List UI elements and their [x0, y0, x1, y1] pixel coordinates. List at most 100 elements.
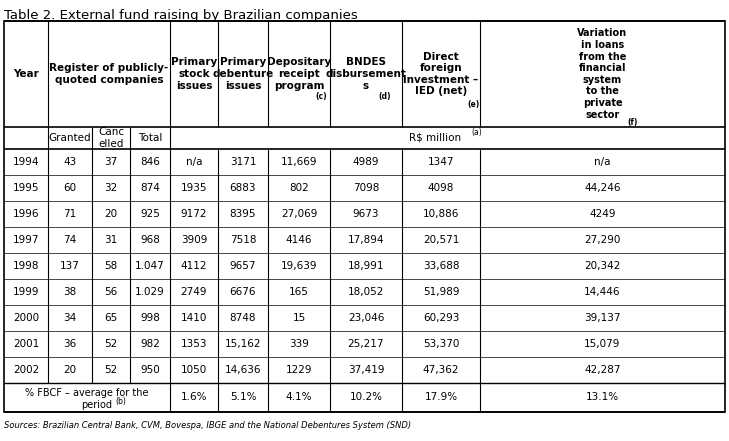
Text: 874: 874 — [140, 183, 160, 193]
Text: 982: 982 — [140, 339, 160, 349]
Text: 1935: 1935 — [181, 183, 207, 193]
Text: 17.9%: 17.9% — [424, 392, 458, 403]
Text: 37: 37 — [104, 157, 117, 167]
Text: 1995: 1995 — [12, 183, 39, 193]
Text: n/a: n/a — [594, 157, 611, 167]
Text: 15,162: 15,162 — [225, 339, 261, 349]
Text: 14,446: 14,446 — [584, 287, 621, 297]
Text: Primary
debenture
issues: Primary debenture issues — [212, 57, 273, 90]
Text: 31: 31 — [104, 235, 117, 245]
Text: 1229: 1229 — [286, 365, 312, 375]
Text: 65: 65 — [104, 313, 117, 323]
Text: 6883: 6883 — [230, 183, 257, 193]
Text: Granted: Granted — [49, 133, 91, 143]
Text: 1999: 1999 — [12, 287, 39, 297]
Text: 20: 20 — [104, 209, 117, 219]
Text: 1.029: 1.029 — [135, 287, 165, 297]
Text: 33,688: 33,688 — [423, 261, 459, 271]
Text: Primary
stock
issues: Primary stock issues — [171, 57, 217, 90]
Text: 51,989: 51,989 — [423, 287, 459, 297]
Text: 10,886: 10,886 — [423, 209, 459, 219]
Text: 925: 925 — [140, 209, 160, 219]
Text: 52: 52 — [104, 365, 117, 375]
Text: 1050: 1050 — [181, 365, 207, 375]
Text: 10.2%: 10.2% — [349, 392, 383, 403]
Text: Sources: Brazilian Central Bank, CVM, Bovespa, IBGE and the National Debentures : Sources: Brazilian Central Bank, CVM, Bo… — [4, 421, 411, 430]
Text: 1.6%: 1.6% — [181, 392, 207, 403]
Text: 60,293: 60,293 — [423, 313, 459, 323]
Text: period: period — [82, 400, 112, 410]
Text: 27,290: 27,290 — [585, 235, 620, 245]
Text: 4098: 4098 — [428, 183, 454, 193]
Text: 9172: 9172 — [181, 209, 207, 219]
Text: Canc
elled: Canc elled — [98, 127, 124, 149]
Text: 34: 34 — [63, 313, 77, 323]
Text: Year: Year — [13, 69, 39, 79]
Text: 968: 968 — [140, 235, 160, 245]
Bar — [4, 21, 725, 412]
Text: (b): (b) — [115, 397, 126, 406]
Text: Total: Total — [138, 133, 162, 143]
Text: 52: 52 — [104, 339, 117, 349]
Text: Table 2. External fund raising by Brazilian companies: Table 2. External fund raising by Brazil… — [4, 9, 358, 22]
Text: 39,137: 39,137 — [584, 313, 621, 323]
Text: 4.1%: 4.1% — [286, 392, 312, 403]
Text: 36: 36 — [63, 339, 77, 349]
Text: 5.1%: 5.1% — [230, 392, 257, 403]
Text: 18,052: 18,052 — [348, 287, 384, 297]
Text: 7098: 7098 — [353, 183, 379, 193]
Text: 13.1%: 13.1% — [586, 392, 619, 403]
Text: 58: 58 — [104, 261, 117, 271]
Text: Register of publicly-
quoted companies: Register of publicly- quoted companies — [50, 63, 168, 85]
Text: 60: 60 — [63, 183, 77, 193]
Text: 15: 15 — [292, 313, 305, 323]
Text: 18,991: 18,991 — [348, 261, 384, 271]
Text: (c): (c) — [315, 91, 327, 101]
Text: 2002: 2002 — [13, 365, 39, 375]
Text: 44,246: 44,246 — [584, 183, 621, 193]
Text: 14,636: 14,636 — [225, 365, 261, 375]
Text: 1410: 1410 — [181, 313, 207, 323]
Text: 53,370: 53,370 — [423, 339, 459, 349]
Text: 7518: 7518 — [230, 235, 257, 245]
Text: 19,639: 19,639 — [281, 261, 317, 271]
Text: (f): (f) — [628, 119, 638, 127]
Text: 137: 137 — [60, 261, 80, 271]
Text: 1994: 1994 — [12, 157, 39, 167]
Text: 27,069: 27,069 — [281, 209, 317, 219]
Text: 9673: 9673 — [353, 209, 379, 219]
Text: 2001: 2001 — [13, 339, 39, 349]
Text: 1996: 1996 — [12, 209, 39, 219]
Text: 20,342: 20,342 — [585, 261, 620, 271]
Text: 165: 165 — [289, 287, 309, 297]
Text: 6676: 6676 — [230, 287, 257, 297]
Text: Variation
in loans
from the
financial
system
to the
private
sector: Variation in loans from the financial sy… — [577, 28, 628, 120]
Text: 56: 56 — [104, 287, 117, 297]
Text: Direct
foreign
investment –
IED (net): Direct foreign investment – IED (net) — [403, 52, 478, 97]
Text: Depositary
receipt
program: Depositary receipt program — [267, 57, 331, 90]
Text: % FBCF – average for the: % FBCF – average for the — [26, 389, 149, 399]
Text: 47,362: 47,362 — [423, 365, 459, 375]
Text: 4989: 4989 — [353, 157, 379, 167]
Text: 1998: 1998 — [12, 261, 39, 271]
Text: 1353: 1353 — [181, 339, 207, 349]
Text: BNDES
disbursement
s: BNDES disbursement s — [326, 57, 407, 90]
Text: 950: 950 — [140, 365, 160, 375]
Text: 38: 38 — [63, 287, 77, 297]
Text: 3909: 3909 — [181, 235, 207, 245]
Text: 32: 32 — [104, 183, 117, 193]
Text: n/a: n/a — [186, 157, 202, 167]
Text: 11,669: 11,669 — [281, 157, 317, 167]
Text: 3171: 3171 — [230, 157, 257, 167]
Text: 1347: 1347 — [428, 157, 454, 167]
Text: R$ million: R$ million — [410, 133, 461, 143]
Text: 1997: 1997 — [12, 235, 39, 245]
Text: 2000: 2000 — [13, 313, 39, 323]
Text: (e): (e) — [467, 100, 479, 108]
Text: 9657: 9657 — [230, 261, 257, 271]
Text: 8748: 8748 — [230, 313, 257, 323]
Text: 2749: 2749 — [181, 287, 207, 297]
Text: 4249: 4249 — [589, 209, 616, 219]
Text: 339: 339 — [289, 339, 309, 349]
Text: 25,217: 25,217 — [348, 339, 384, 349]
